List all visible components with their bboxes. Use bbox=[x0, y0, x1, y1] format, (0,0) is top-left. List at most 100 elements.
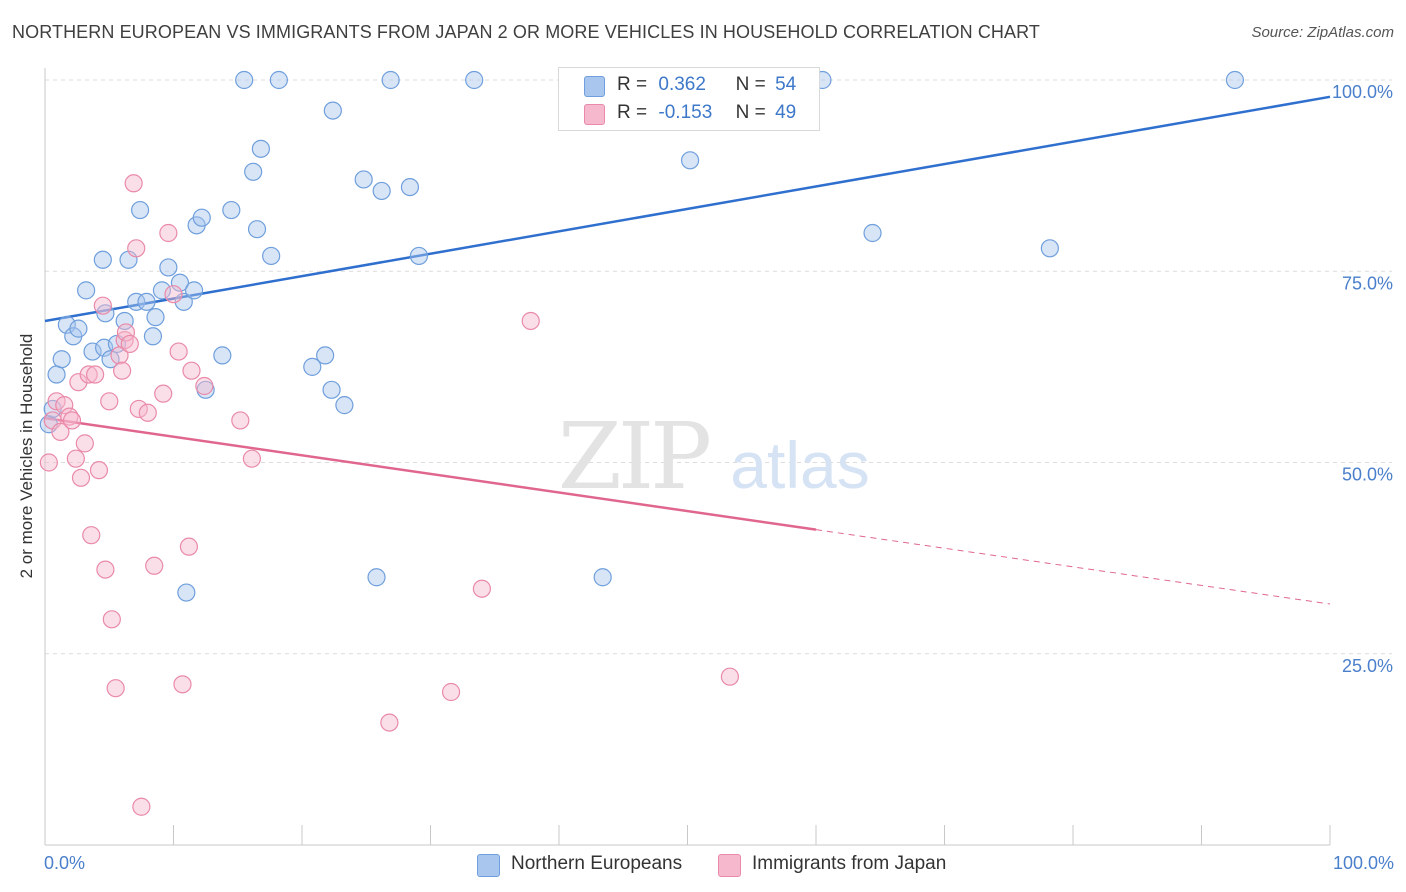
immigrants-japan-point bbox=[100, 392, 119, 411]
northern-europeans-point bbox=[303, 357, 322, 376]
immigrants-japan-point bbox=[89, 461, 109, 480]
northern-europeans-point bbox=[381, 70, 400, 90]
trend-line-immigrants-japan bbox=[44, 416, 817, 531]
chart-source: Source: ZipAtlas.com bbox=[1251, 24, 1394, 41]
northern-europeans-point bbox=[367, 568, 386, 587]
northern-europeans-point bbox=[323, 101, 342, 120]
legend-label: Immigrants from Japan bbox=[752, 853, 947, 874]
northern-europeans-point bbox=[69, 319, 88, 338]
legend-r-value: -0.153 bbox=[658, 102, 713, 123]
legend-r-value: 0.362 bbox=[658, 74, 706, 95]
northern-europeans-point bbox=[680, 151, 700, 170]
immigrants-japan-point bbox=[102, 610, 121, 629]
northern-europeans-point bbox=[1040, 239, 1059, 258]
northern-europeans-point bbox=[127, 292, 146, 311]
immigrants-japan-point bbox=[138, 403, 157, 422]
northern-europeans-point bbox=[192, 208, 211, 227]
x-tick-label: 100.0% bbox=[1333, 853, 1394, 873]
y-tick-label: 50.0% bbox=[1342, 465, 1393, 485]
northern-europeans-point bbox=[593, 568, 612, 587]
northern-europeans-point bbox=[269, 70, 288, 90]
northern-europeans-point bbox=[177, 583, 196, 602]
correlation-legend: R = 0.362 N = 54 R = -0.153 N = 49 bbox=[558, 67, 820, 131]
y-tick-label: 25.0% bbox=[1342, 656, 1393, 676]
northern-europeans-point bbox=[57, 315, 76, 334]
northern-europeans-point bbox=[235, 70, 254, 90]
y-tick-label: 75.0% bbox=[1342, 273, 1393, 293]
legend-n-label: N = bbox=[735, 102, 766, 123]
northern-europeans-point bbox=[465, 70, 484, 90]
northern-europeans-point bbox=[372, 181, 391, 201]
northern-europeans-point bbox=[143, 327, 163, 346]
northern-europeans-point bbox=[244, 162, 263, 181]
y-tick-label: 100.0% bbox=[1332, 82, 1393, 102]
immigrants-japan-point bbox=[79, 365, 98, 384]
watermark-zip: ZIP bbox=[558, 403, 709, 510]
legend-label: Northern Europeans bbox=[511, 853, 683, 874]
immigrants-japan-point bbox=[195, 376, 214, 396]
northern-europeans-point bbox=[115, 311, 134, 331]
northern-europeans-point bbox=[335, 396, 354, 415]
immigrants-japan-point bbox=[169, 342, 188, 361]
immigrants-japan-point bbox=[124, 174, 143, 193]
legend-swatch-pink bbox=[718, 854, 741, 877]
immigrants-japan-point bbox=[441, 682, 461, 702]
immigrants-japan-point bbox=[51, 422, 70, 441]
immigrants-japan-point bbox=[472, 579, 491, 598]
immigrants-japan-point bbox=[86, 365, 105, 384]
northern-europeans-point bbox=[83, 342, 102, 361]
immigrants-japan-point bbox=[93, 296, 112, 315]
legend-swatch-pink bbox=[584, 104, 605, 125]
northern-europeans-point bbox=[400, 178, 420, 197]
immigrants-japan-point bbox=[82, 526, 101, 545]
x-tick-label: 0.0% bbox=[44, 853, 85, 873]
legend-swatch-blue bbox=[477, 854, 500, 877]
immigrants-japan-point bbox=[159, 223, 178, 243]
legend-r-label: R = bbox=[617, 102, 648, 123]
northern-europeans-point bbox=[247, 220, 267, 239]
chart-title: NORTHERN EUROPEAN VS IMMIGRANTS FROM JAP… bbox=[12, 22, 1041, 42]
northern-europeans-point bbox=[316, 346, 335, 365]
northern-europeans-point bbox=[52, 350, 71, 369]
immigrants-japan-point bbox=[380, 713, 399, 732]
data-points bbox=[39, 70, 1245, 816]
immigrants-japan-point bbox=[96, 560, 115, 579]
trend-lines bbox=[44, 95, 1331, 605]
northern-europeans-point bbox=[77, 281, 96, 300]
immigrants-japan-point bbox=[106, 679, 125, 698]
immigrants-japan-point bbox=[164, 285, 183, 304]
legend-r-label: R = bbox=[617, 74, 648, 95]
northern-europeans-point bbox=[93, 250, 112, 269]
legend-swatch-blue bbox=[584, 76, 605, 97]
immigrants-japan-point bbox=[62, 411, 82, 430]
immigrants-japan-point bbox=[120, 334, 139, 354]
northern-europeans-point bbox=[1225, 70, 1245, 90]
northern-europeans-point bbox=[101, 350, 120, 369]
immigrants-japan-point bbox=[173, 675, 192, 694]
northern-europeans-point bbox=[137, 292, 156, 311]
immigrants-japan-point bbox=[231, 411, 250, 430]
northern-europeans-point bbox=[222, 200, 241, 220]
northern-europeans-point bbox=[174, 292, 193, 311]
series-legend: Northern Europeans Immigrants from Japan bbox=[0, 851, 1406, 879]
immigrants-japan-point bbox=[112, 361, 132, 380]
trend-line-northern-europeans bbox=[44, 95, 1331, 323]
immigrants-japan-point bbox=[116, 323, 136, 342]
immigrants-japan-point bbox=[720, 667, 740, 686]
tick-labels: 25.0% 50.0% 75.0% 100.0% 0.0% 100.0% bbox=[44, 82, 1394, 873]
trend-line-immigrants-japan-extension bbox=[815, 529, 1331, 605]
northern-europeans-point bbox=[159, 258, 178, 277]
immigrants-japan-point bbox=[182, 361, 201, 380]
immigrants-japan-point bbox=[242, 449, 261, 468]
northern-europeans-point bbox=[152, 281, 172, 300]
northern-europeans-point bbox=[184, 281, 204, 300]
immigrants-japan-point bbox=[75, 434, 94, 453]
northern-europeans-point bbox=[354, 170, 373, 189]
watermark: ZIP atlas bbox=[558, 403, 870, 510]
immigrants-japan-point bbox=[71, 468, 91, 487]
northern-europeans-point bbox=[130, 200, 150, 220]
immigrants-japan-point bbox=[127, 239, 146, 258]
immigrants-japan-point bbox=[154, 384, 173, 403]
immigrants-japan-point bbox=[66, 449, 85, 468]
